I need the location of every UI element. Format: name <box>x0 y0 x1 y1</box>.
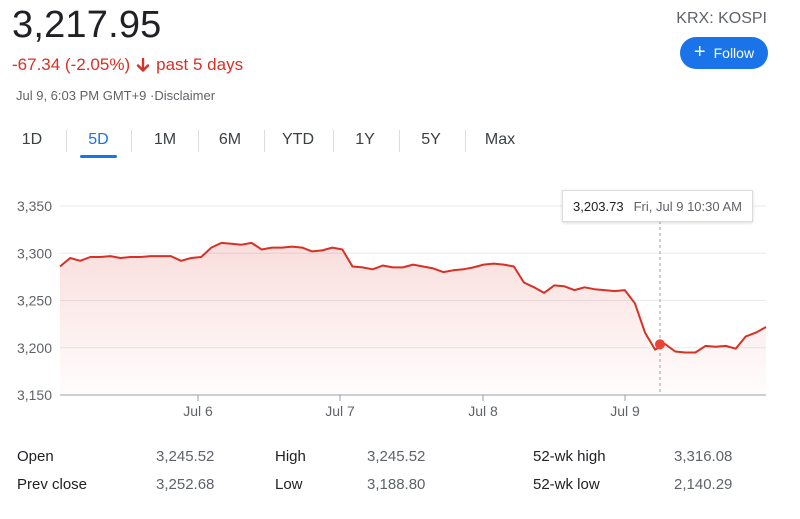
stat-52wk-high-value: 3,316.08 <box>674 448 733 465</box>
y-tick-label: 3,200 <box>17 340 52 356</box>
stat-high-value: 3,245.52 <box>367 448 426 465</box>
tab-divider <box>66 130 67 152</box>
follow-label: Follow <box>713 45 755 61</box>
hover-tooltip: 3,203.73 Fri, Jul 9 10:30 AM <box>562 190 753 222</box>
x-tick-label: Jul 7 <box>325 403 355 419</box>
stat-prev-close-value: 3,252.68 <box>156 476 215 493</box>
stat-prev-close-label: Prev close <box>17 476 88 493</box>
tab-5d[interactable]: 5D <box>80 124 117 158</box>
x-tick-label: Jul 8 <box>468 403 498 419</box>
tab-1y[interactable]: 1Y <box>355 131 375 148</box>
tab-divider <box>465 130 466 152</box>
price-line <box>59 241 767 354</box>
tab-6m[interactable]: 6M <box>218 131 242 148</box>
y-tick-label: 3,150 <box>17 387 52 403</box>
change-period: past 5 days <box>156 55 244 74</box>
stat-open-label: Open <box>17 448 54 465</box>
current-price: 3,217.95 <box>12 4 162 46</box>
follow-button[interactable]: + Follow <box>680 37 768 69</box>
y-tick-label: 3,350 <box>17 198 52 214</box>
stat-open-value: 3,245.52 <box>156 448 215 465</box>
tab-divider <box>198 130 199 152</box>
price-area <box>60 242 766 395</box>
tooltip-value: 3,203.73 <box>573 198 624 214</box>
tab-divider <box>333 130 334 152</box>
y-tick-label: 3,300 <box>17 245 52 261</box>
stat-low-label: Low <box>275 476 303 493</box>
tab-1m[interactable]: 1M <box>153 131 177 148</box>
tooltip-time: Fri, Jul 9 10:30 AM <box>633 198 742 214</box>
timestamp-disclaimer[interactable]: Jul 9, 6:03 PM GMT+9 ·Disclaimer <box>16 88 216 103</box>
stat-high-label: High <box>275 448 306 465</box>
tab-ytd[interactable]: YTD <box>282 131 314 148</box>
stat-low-value: 3,188.80 <box>367 476 426 493</box>
price-chart[interactable]: 3,350 3,300 3,250 3,200 3,150 Jul 6 Jul 7 Jul … <box>0 180 800 430</box>
tab-divider <box>264 130 265 152</box>
change-value: -67.34 (-2.05%) <box>12 55 131 74</box>
y-tick-label: 3,250 <box>17 293 52 309</box>
x-tick-label: Jul 9 <box>610 403 640 419</box>
tab-max[interactable]: Max <box>484 131 516 148</box>
stat-52wk-high-label: 52-wk high <box>533 448 606 465</box>
exchange-ticker: KRX: KOSPI <box>676 10 767 27</box>
tab-5y[interactable]: 5Y <box>421 131 441 148</box>
plus-icon: + <box>693 41 706 63</box>
price-change: -67.34 (-2.05%) past 5 days <box>12 55 243 75</box>
arrow-down-icon <box>136 57 150 72</box>
stat-52wk-low-value: 2,140.29 <box>674 476 733 493</box>
x-tick-label: Jul 6 <box>183 403 213 419</box>
tab-divider <box>399 130 400 152</box>
hover-point <box>655 339 665 350</box>
stat-52wk-low-label: 52-wk low <box>533 476 600 493</box>
tab-1d[interactable]: 1D <box>21 131 43 148</box>
tab-divider <box>131 130 132 152</box>
